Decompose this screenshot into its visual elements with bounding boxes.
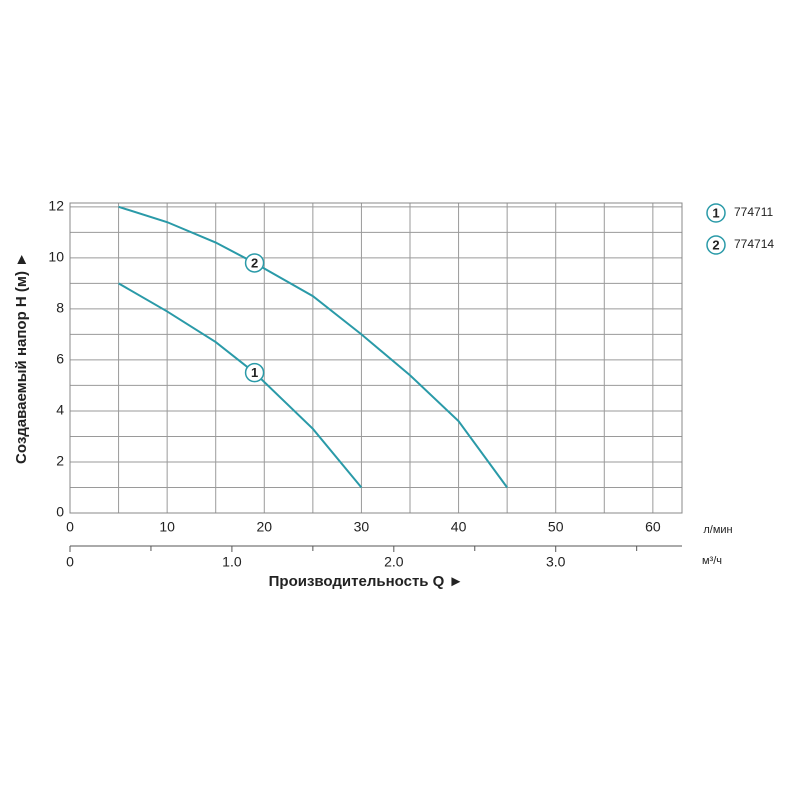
curve-marker-label: 1 <box>712 205 719 220</box>
x2-unit: м³/ч <box>702 555 722 567</box>
x2-tick-label: 1.0 <box>222 554 242 570</box>
y-tick-label: 6 <box>56 351 64 367</box>
y-tick-label: 12 <box>48 198 64 214</box>
curve <box>118 282 363 489</box>
x2-tick-label: 2.0 <box>384 554 404 570</box>
y-tick-label: 10 <box>48 249 64 265</box>
curve <box>118 205 508 489</box>
y-tick-label: 0 <box>56 504 64 520</box>
y-tick-label: 4 <box>56 402 64 418</box>
curve-marker-label: 2 <box>712 237 719 252</box>
legend-label: 774714 <box>734 237 774 251</box>
x-unit: л/мин <box>703 524 732 536</box>
curve-marker-label: 2 <box>251 255 258 270</box>
x-tick-label: 40 <box>451 519 467 535</box>
curve-marker-label: 1 <box>251 365 258 380</box>
curve-marker <box>706 203 726 223</box>
x-tick-label: 0 <box>66 519 74 535</box>
y-axis-title: Создаваемый напор H (м) ► <box>13 252 30 464</box>
y-tick-label: 2 <box>56 453 64 469</box>
legend-label: 774711 <box>734 205 773 219</box>
curve-marker <box>706 235 726 255</box>
x-tick-label: 50 <box>548 519 564 535</box>
curve-marker <box>244 253 265 273</box>
x-tick-label: 30 <box>354 519 370 535</box>
x-tick-label: 10 <box>159 519 175 535</box>
x-tick-label: 20 <box>256 519 272 535</box>
y-tick-label: 8 <box>56 300 64 316</box>
x-tick-label: 60 <box>645 519 661 535</box>
plot-frame <box>69 202 683 514</box>
x-axis-title: Производительность Q ► <box>269 573 464 590</box>
x2-tick-label: 0 <box>66 554 74 570</box>
curve-marker <box>244 362 265 383</box>
x2-tick-label: 3.0 <box>546 554 566 570</box>
